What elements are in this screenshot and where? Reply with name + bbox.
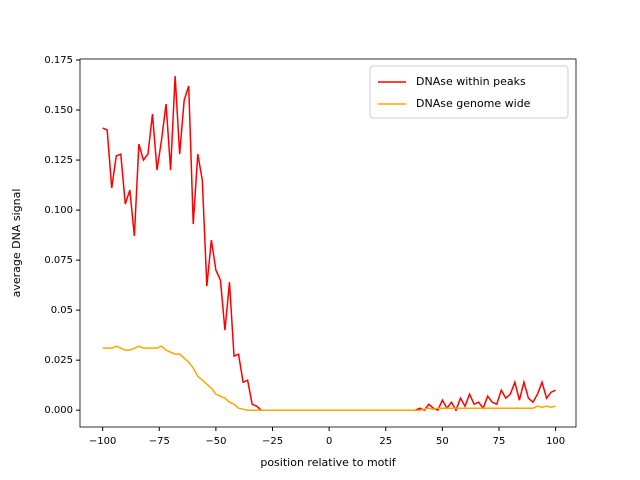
x-tick-label: −75: [149, 436, 170, 447]
y-axis-label: average DNA signal: [10, 189, 23, 298]
legend-box: [369, 65, 569, 119]
x-axis-label: position relative to motif: [260, 456, 396, 469]
x-tick-label: 50: [436, 436, 449, 447]
x-tick-label: 0: [326, 436, 332, 447]
plot-frame: [79, 58, 577, 428]
y-tick-label: 0.150: [44, 105, 73, 116]
y-tick-label: 0.075: [44, 255, 73, 266]
x-tick-label: −100: [89, 436, 116, 447]
y-tick-label: 0.175: [44, 55, 73, 66]
x-tick-label: −50: [205, 436, 226, 447]
line-series: [102, 75, 556, 412]
x-tick-label: −25: [262, 436, 283, 447]
y-tick-label: 0.05: [51, 305, 73, 316]
y-tick-label: 0.125: [44, 155, 73, 166]
legend-label: DNAse genome wide: [416, 97, 531, 110]
y-tick-label: 0.000: [44, 405, 73, 416]
y-tick-label: 0.025: [44, 355, 73, 366]
legend-label: DNAse within peaks: [416, 75, 526, 88]
x-tick-label: 100: [546, 436, 565, 447]
x-tick-label: 25: [379, 436, 392, 447]
y-tick-label: 0.100: [44, 205, 73, 216]
x-tick-label: 75: [493, 436, 506, 447]
line-series: [102, 345, 556, 411]
